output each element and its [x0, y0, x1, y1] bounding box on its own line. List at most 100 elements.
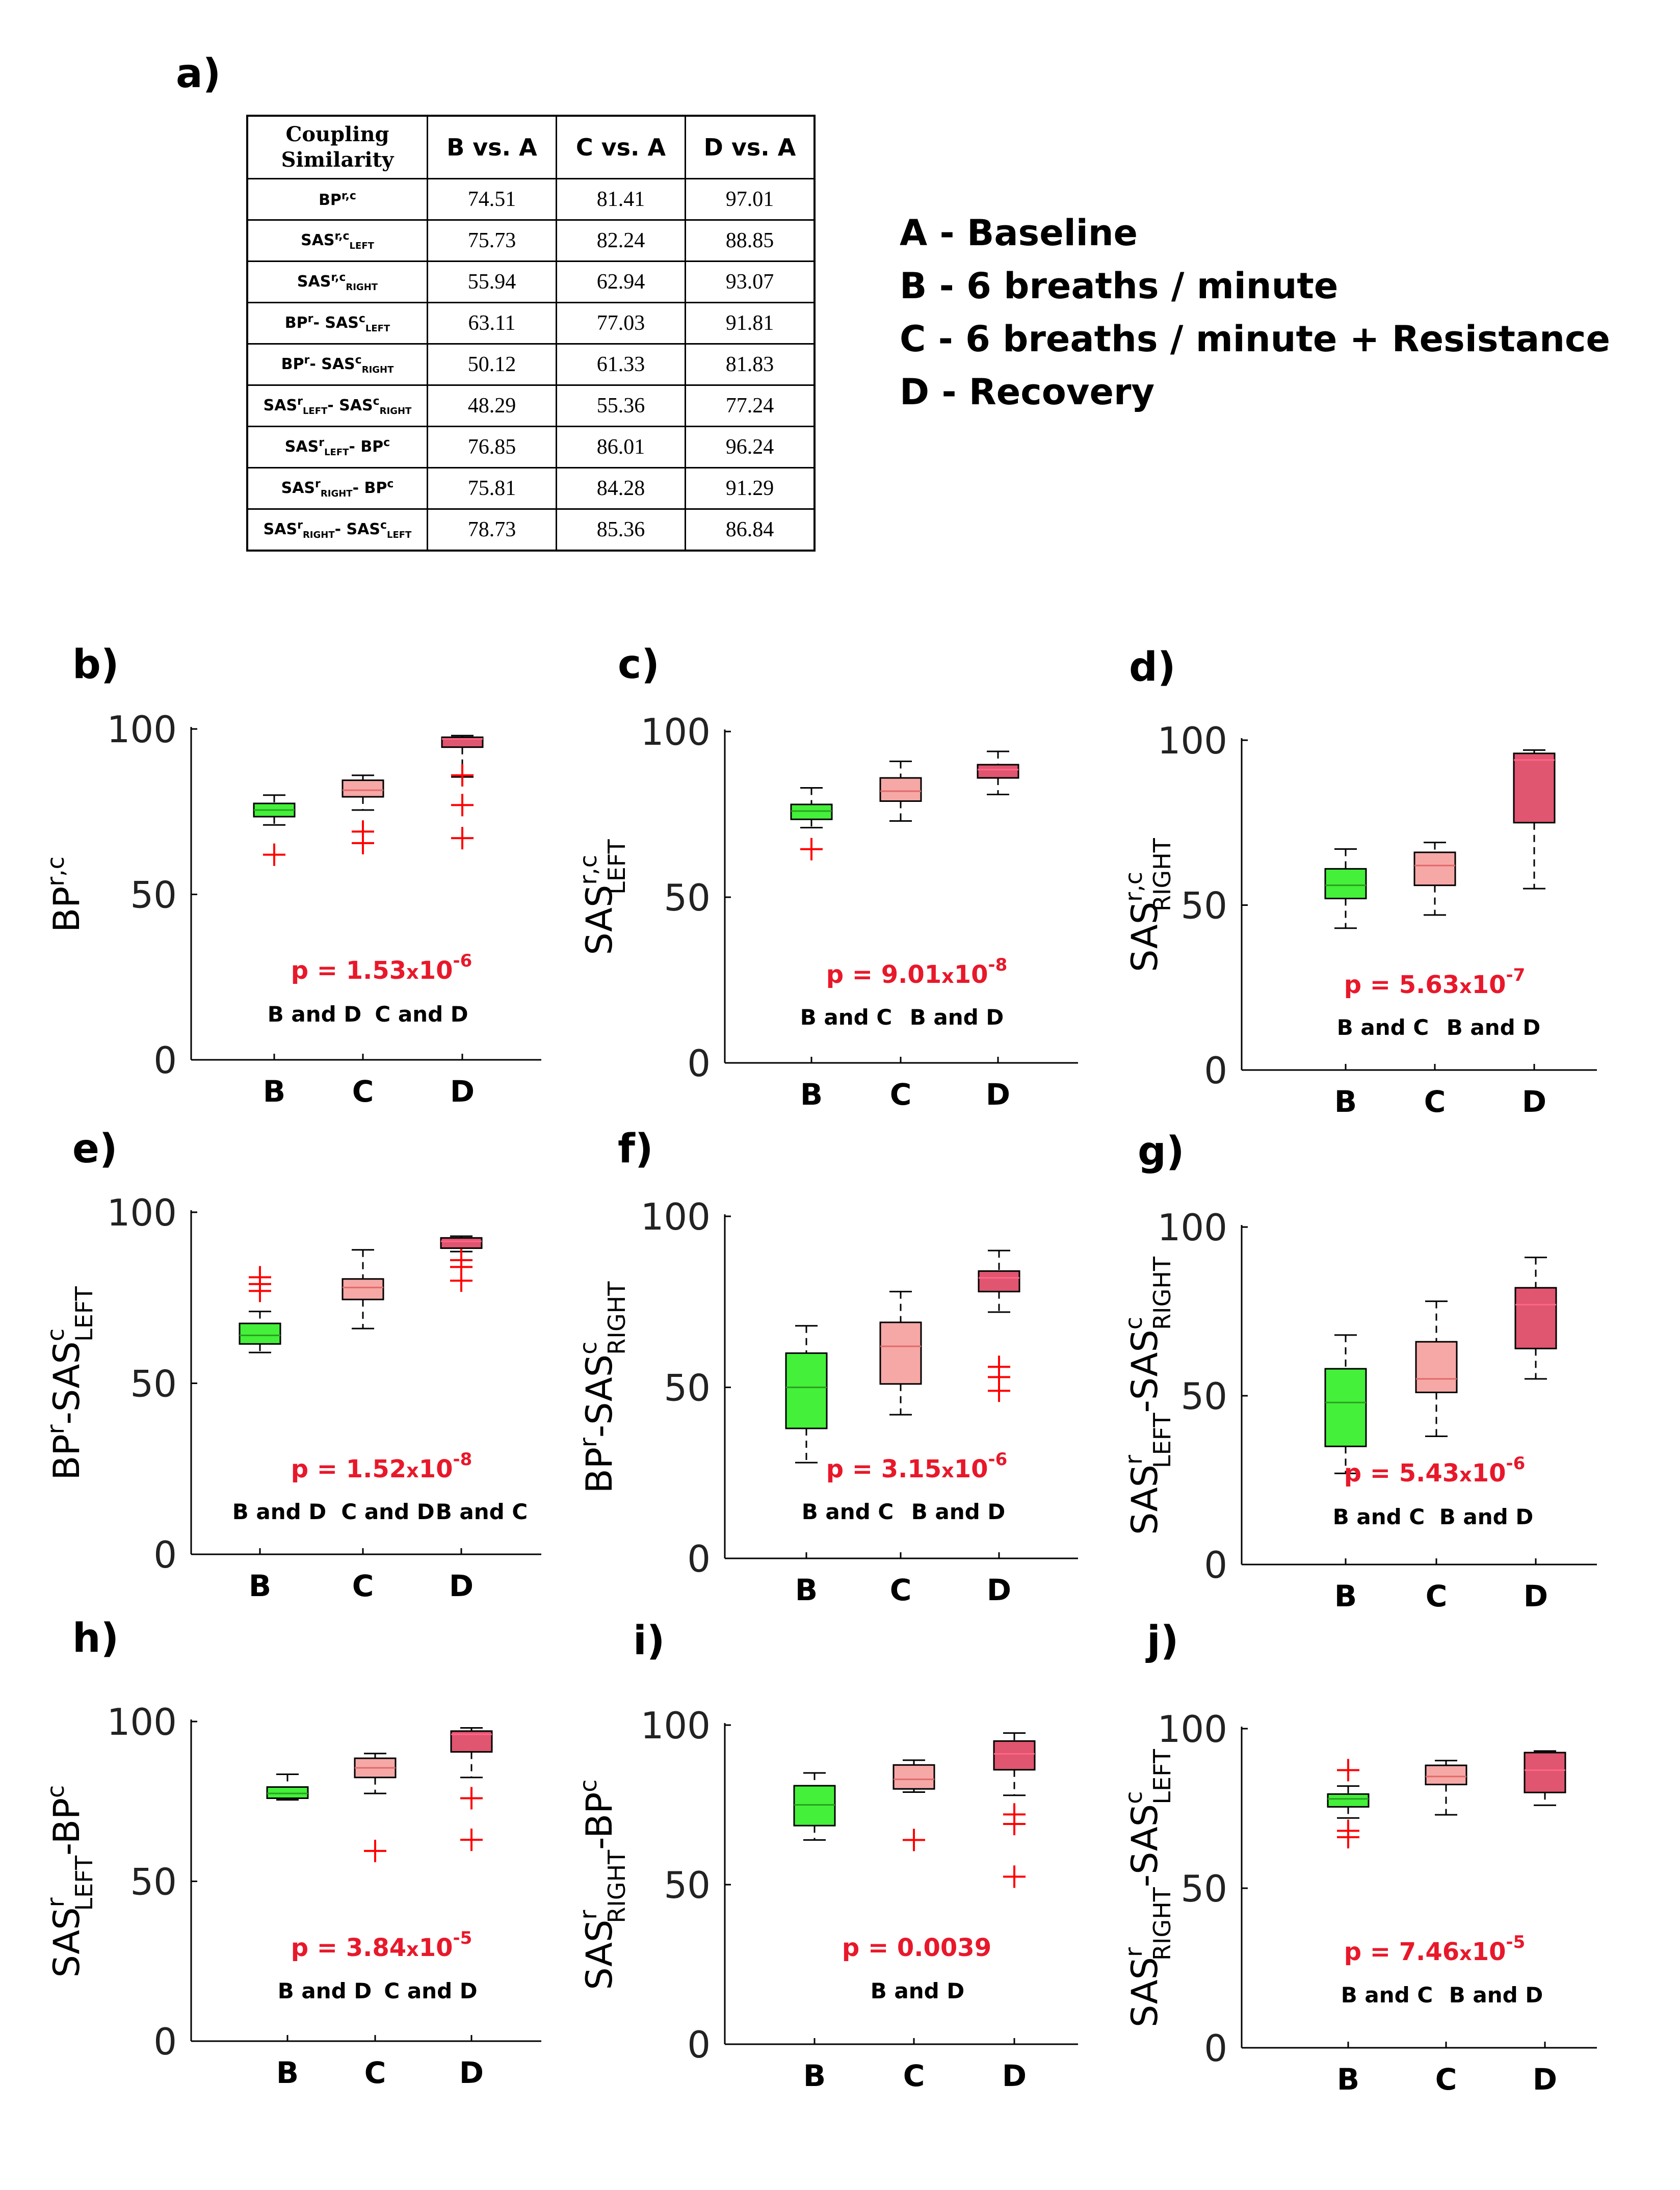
significant-pair: C and D: [384, 1978, 477, 2003]
x-tick-label: C: [352, 1074, 374, 1109]
y-tick-label: 100: [107, 1701, 177, 1743]
table-row: BPr- SAScRIGHT 50.12 61.33 81.83: [246, 343, 816, 386]
significant-pair: B and C: [802, 1499, 894, 1524]
panel-label: j): [1145, 1618, 1178, 1664]
significant-pair: B and D: [1447, 1015, 1540, 1040]
row-label: SASr,cRIGHT: [246, 260, 428, 303]
x-tick-label: C: [352, 1569, 374, 1603]
significant-pair: B and D: [232, 1499, 326, 1524]
box-iqr: [790, 803, 833, 820]
box-iqr: [1425, 1764, 1467, 1786]
table-cell: 82.24: [556, 219, 686, 262]
box-iqr: [1415, 1341, 1458, 1393]
x-tick-label: C: [890, 1573, 912, 1607]
x-tick-label: D: [450, 1074, 475, 1109]
x-tick-label: D: [449, 1569, 474, 1603]
panel-label: g): [1138, 1129, 1184, 1175]
table-cell: 93.07: [685, 260, 816, 303]
y-axis-label: SASrLEFT-SAScRIGHT: [1120, 1256, 1176, 1535]
p-value: p = 7.46x10-5: [1344, 1932, 1526, 1966]
box-iqr: [793, 1785, 836, 1827]
y-axis-label: SASrRIGHT-SAScLEFT: [1120, 1749, 1176, 2027]
box-D: [441, 735, 484, 850]
box-iqr: [785, 1352, 828, 1429]
y-axis-label: BPr-SAScRIGHT: [574, 1281, 631, 1494]
x-tick-label: B: [795, 1573, 818, 1607]
y-tick-label: 0: [153, 2020, 177, 2063]
box-iqr: [440, 1237, 483, 1249]
table-cell: 48.29: [427, 384, 557, 427]
x-tick-label: C: [903, 2058, 925, 2093]
outlier-marker: [460, 1787, 483, 1810]
table-cell: 78.73: [427, 508, 557, 552]
panel-f: f) 0 50 100 B C D BPr-SAScRIGHT p = 3.15x10-6 B a…: [574, 1126, 1078, 1607]
box-C: [354, 1753, 397, 1862]
table-cell: 77.03: [556, 302, 686, 345]
significant-pair: B and D: [1439, 1504, 1533, 1529]
box-D: [1524, 1750, 1566, 1806]
x-tick-label: C: [1424, 1084, 1446, 1119]
row-label: BPr- SAScRIGHT: [246, 343, 428, 386]
table-cell: 75.81: [427, 467, 557, 510]
box-iqr: [266, 1786, 309, 1799]
row-label: SASrLEFT- SAScRIGHT: [246, 384, 428, 427]
table-row: SASr,cRIGHT 55.94 62.94 93.07: [246, 260, 816, 303]
y-axis-label: SASr,cLEFT: [574, 839, 631, 955]
panel-label: d): [1129, 644, 1175, 690]
panel-c: c) 0 50 100 B C D SASr,cLEFT p = 9.01x10-8 B and …: [574, 642, 1078, 1112]
p-value: p = 3.84x10-5: [291, 1928, 472, 1962]
significant-pair: C and D: [341, 1499, 434, 1524]
column-header: D vs. A: [685, 115, 816, 179]
table-cell: 81.41: [556, 178, 686, 221]
x-tick-label: C: [1435, 2062, 1457, 2097]
panel-label: c): [618, 642, 660, 688]
panel-label: e): [72, 1126, 118, 1172]
box-iqr: [1413, 851, 1456, 887]
box-D: [450, 1727, 493, 1851]
y-tick-label: 100: [1158, 1206, 1227, 1249]
box-D: [993, 1732, 1036, 1888]
y-tick-label: 0: [153, 1039, 177, 1082]
table-cell: 76.85: [427, 426, 557, 468]
x-tick-label: B: [276, 2055, 299, 2090]
x-tick-label: B: [1337, 2062, 1359, 2097]
box-iqr: [1514, 1287, 1557, 1349]
table-cell: 86.84: [685, 508, 816, 552]
outlier-marker: [364, 1839, 386, 1862]
box-iqr: [879, 777, 922, 802]
table-cell: 86.01: [556, 426, 686, 468]
y-axis-label: SASrLEFT-BPc: [42, 1785, 98, 1978]
outlier-marker: [1003, 1803, 1026, 1826]
box-iqr: [879, 1321, 922, 1385]
x-tick-label: D: [1522, 1084, 1546, 1119]
box-iqr: [1324, 868, 1367, 900]
x-tick-label: D: [1533, 2062, 1557, 2097]
significant-pair: C and D: [375, 1002, 468, 1027]
box-B: [239, 1266, 281, 1353]
box-iqr: [239, 1322, 281, 1345]
legend-item: C - 6 breaths / minute + Resistance: [900, 318, 1610, 360]
outlier-marker: [1003, 1865, 1026, 1888]
y-tick-label: 50: [664, 1367, 711, 1410]
outlier-marker: [450, 1248, 472, 1271]
box-B: [793, 1772, 836, 1841]
outlier-marker: [451, 794, 474, 817]
table-row: BPr,c 74.51 81.41 97.01: [246, 178, 816, 221]
condition-legend: A - Baseline B - 6 breaths / minute C - …: [900, 206, 1610, 419]
box-B: [266, 1773, 309, 1801]
y-tick-label: 0: [153, 1533, 177, 1576]
significant-pair: B and D: [278, 1978, 372, 2003]
outlier-marker: [988, 1355, 1010, 1378]
y-tick-label: 50: [1180, 1375, 1227, 1418]
box-C: [1425, 1760, 1467, 1816]
legend-item: D - Recovery: [900, 371, 1155, 413]
row-label: BPr,c: [246, 178, 428, 221]
significant-pair: B and D: [1449, 1983, 1543, 2008]
y-tick-label: 50: [1180, 1867, 1227, 1910]
significant-pair: B and D: [268, 1002, 361, 1027]
panel-a-label: a): [176, 51, 221, 97]
box-B: [1324, 848, 1367, 929]
table-cell: 85.36: [556, 508, 686, 552]
box-C: [879, 761, 922, 822]
outlier-marker: [451, 827, 474, 850]
